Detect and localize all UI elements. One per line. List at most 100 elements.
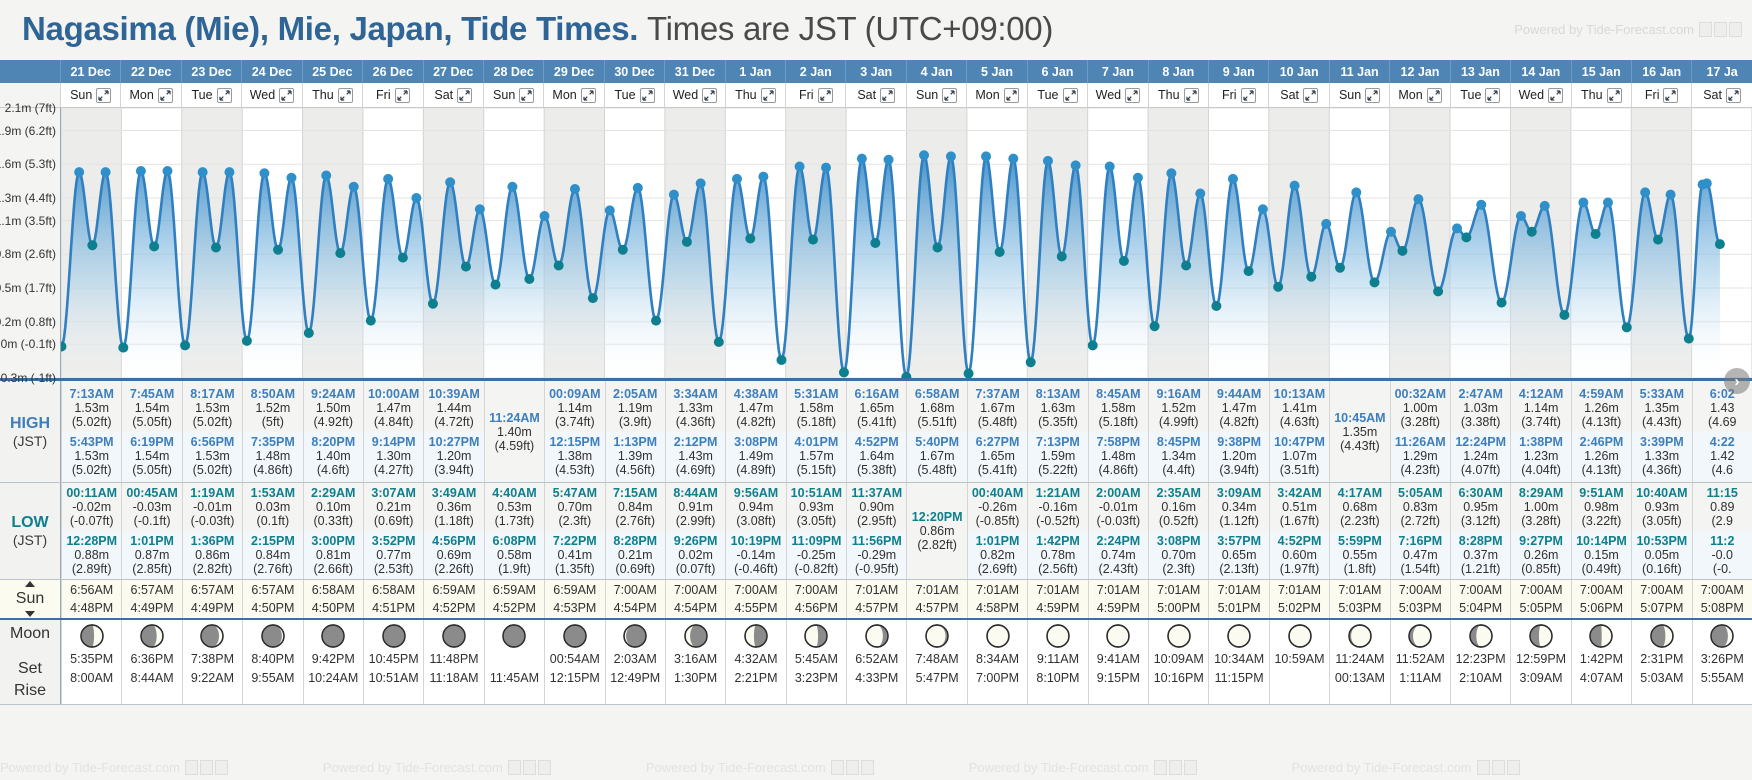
high-tide-point[interactable] (321, 170, 332, 181)
high-tide-point[interactable] (445, 177, 456, 188)
high-tide-point[interactable] (539, 211, 550, 221)
expand-day-icon[interactable] (1183, 87, 1199, 103)
expand-day-icon[interactable] (1365, 87, 1381, 103)
high-tide-point[interactable] (1132, 172, 1143, 183)
low-tide-point[interactable] (180, 340, 191, 351)
low-tide-point[interactable] (1087, 340, 1098, 351)
low-tide-point[interactable] (617, 244, 628, 255)
expand-day-icon[interactable] (279, 87, 295, 103)
high-tide-point[interactable] (1413, 194, 1424, 205)
low-tide-point[interactable] (1714, 239, 1725, 250)
low-tide-point[interactable] (808, 234, 819, 245)
high-tide-point[interactable] (135, 166, 146, 176)
low-tide-point[interactable] (713, 337, 724, 347)
high-tide-point[interactable] (224, 167, 235, 178)
date-header-cell[interactable]: 15 Jan (1570, 60, 1631, 83)
expand-day-icon[interactable] (394, 87, 410, 103)
high-tide-point[interactable] (197, 167, 208, 178)
low-tide-point[interactable] (681, 236, 692, 247)
high-tide-point[interactable] (1008, 153, 1019, 164)
high-tide-point[interactable] (821, 162, 832, 173)
high-tide-point[interactable] (981, 151, 992, 162)
expand-day-icon[interactable] (1125, 87, 1141, 103)
high-tide-point[interactable] (348, 181, 359, 192)
low-tide-point[interactable] (1211, 301, 1222, 311)
date-header-cell[interactable]: 12 Jan (1389, 60, 1449, 83)
expand-day-icon[interactable] (216, 87, 232, 103)
high-tide-point[interactable] (883, 154, 894, 165)
high-tide-point[interactable] (632, 182, 643, 193)
expand-day-icon[interactable] (580, 87, 596, 103)
high-tide-point[interactable] (1289, 180, 1300, 191)
high-tide-point[interactable] (758, 171, 769, 182)
high-tide-point[interactable] (259, 168, 270, 179)
date-header-cell[interactable]: 22 Dec (120, 60, 180, 83)
low-tide-point[interactable] (994, 247, 1005, 257)
high-tide-point[interactable] (569, 184, 580, 194)
high-tide-point[interactable] (919, 150, 930, 161)
low-tide-point[interactable] (1149, 321, 1160, 332)
high-tide-point[interactable] (474, 204, 485, 215)
low-tide-point[interactable] (838, 367, 849, 378)
low-tide-point[interactable] (118, 342, 129, 353)
expand-day-icon[interactable] (1426, 87, 1442, 103)
date-header-cell[interactable]: 28 Dec (482, 60, 543, 83)
next-period-button[interactable]: › (1724, 368, 1750, 394)
expand-day-icon[interactable] (96, 87, 112, 103)
low-tide-point[interactable] (1025, 357, 1036, 368)
expand-day-icon[interactable] (1003, 87, 1019, 103)
low-tide-point[interactable] (1369, 277, 1380, 288)
date-header-cell[interactable]: 21 Dec (60, 60, 120, 83)
low-tide-point[interactable] (1433, 286, 1444, 297)
high-tide-point[interactable] (1385, 226, 1396, 237)
expand-day-icon[interactable] (1240, 87, 1256, 103)
expand-day-icon[interactable] (639, 87, 655, 103)
high-tide-point[interactable] (286, 172, 297, 183)
low-tide-point[interactable] (1306, 271, 1317, 282)
expand-day-icon[interactable] (817, 87, 833, 103)
low-tide-point[interactable] (1461, 232, 1472, 243)
expand-day-icon[interactable] (1062, 87, 1078, 103)
date-header-cell[interactable]: 16 Jan (1630, 60, 1691, 83)
expand-day-icon[interactable] (1485, 87, 1501, 103)
low-tide-point[interactable] (427, 298, 438, 309)
date-header-cell[interactable]: 3 Jan (845, 60, 905, 83)
high-tide-point[interactable] (1166, 168, 1177, 179)
high-tide-point[interactable] (100, 167, 111, 178)
low-tide-point[interactable] (1590, 229, 1601, 239)
low-tide-point[interactable] (460, 261, 471, 272)
low-tide-point[interactable] (1559, 310, 1570, 320)
high-tide-point[interactable] (1476, 199, 1487, 210)
date-header-cell[interactable]: 8 Jan (1147, 60, 1208, 83)
date-header-cell[interactable]: 27 Dec (422, 60, 483, 83)
low-tide-point[interactable] (241, 335, 252, 346)
low-tide-point[interactable] (335, 248, 346, 259)
low-tide-point[interactable] (587, 293, 598, 304)
expand-day-icon[interactable] (1663, 87, 1679, 103)
expand-day-icon[interactable] (457, 87, 473, 103)
low-tide-point[interactable] (901, 371, 912, 378)
low-tide-point[interactable] (1335, 262, 1346, 273)
low-tide-point[interactable] (1056, 251, 1067, 262)
low-tide-point[interactable] (553, 260, 564, 271)
high-tide-point[interactable] (1042, 155, 1053, 166)
low-tide-point[interactable] (1181, 260, 1192, 271)
expand-day-icon[interactable] (1606, 87, 1622, 103)
low-tide-point[interactable] (87, 240, 98, 251)
expand-day-icon[interactable] (1548, 87, 1564, 103)
high-tide-point[interactable] (1578, 197, 1589, 208)
date-header-cell[interactable]: 2 Jan (785, 60, 845, 83)
high-tide-point[interactable] (1227, 173, 1238, 184)
high-tide-point[interactable] (1321, 218, 1332, 229)
low-tide-point[interactable] (745, 233, 756, 244)
low-tide-point[interactable] (61, 341, 67, 352)
high-tide-point[interactable] (695, 178, 706, 189)
low-tide-point[interactable] (490, 279, 501, 290)
date-header-cell[interactable]: 6 Jan (1026, 60, 1087, 83)
high-tide-point[interactable] (1640, 187, 1651, 198)
date-header-cell[interactable]: 14 Jan (1510, 60, 1570, 83)
expand-day-icon[interactable] (702, 87, 718, 103)
low-tide-point[interactable] (1526, 226, 1537, 237)
date-header-cell[interactable]: 30 Dec (603, 60, 664, 83)
high-tide-point[interactable] (731, 173, 742, 184)
